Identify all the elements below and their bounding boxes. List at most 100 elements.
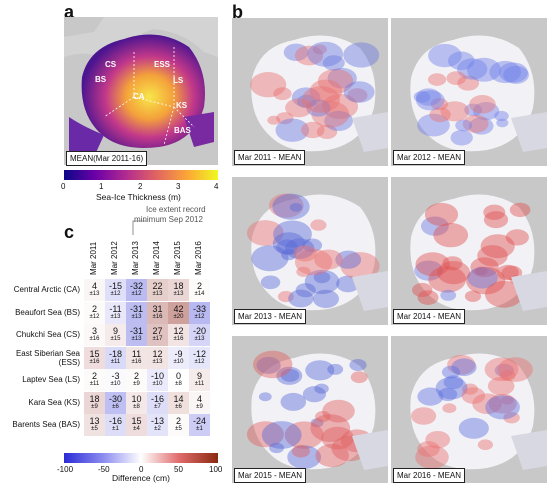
heatmap-row-label: Chukchi Sea (CS)	[15, 330, 80, 339]
heatmap-cell-value: 15	[131, 416, 142, 426]
heatmap-row-label: Central Arctic (CA)	[13, 285, 80, 294]
heatmap-cell-error: ±16	[152, 313, 163, 320]
heatmap-cell-error: ±7	[154, 403, 161, 410]
heatmap-cell-error: ±13	[194, 336, 205, 342]
heatmap-cell-value: 27	[152, 326, 163, 336]
heatmap-cell: 11 ±16	[126, 346, 147, 369]
heatmap-cell: 12 ±13	[147, 346, 168, 369]
anomaly-map-caption: Mar 2011 - MEAN	[234, 150, 306, 165]
heatmap-cell-value: 10	[131, 393, 142, 404]
anomaly-map-caption: Mar 2016 - MEAN	[393, 468, 466, 483]
heatmap-cell-error: ±1	[112, 426, 119, 432]
heatmap-cell-error: ±11	[110, 358, 121, 365]
region-label-ca: CA	[133, 92, 145, 101]
heatmap-cell: -16 ±1	[105, 414, 126, 436]
heatmap-cell-value: -33	[192, 303, 206, 314]
heatmap-cell-value: 4	[91, 281, 97, 291]
region-label-ess: ESS	[154, 60, 171, 69]
heatmap-cell: -31 ±13	[126, 301, 147, 324]
heatmap-cell-value: 12	[173, 326, 184, 336]
heatmap-cell: 0 ±8	[168, 369, 189, 391]
heatmap-cell: -9 ±10	[168, 346, 189, 369]
heatmap-cell-error: ±20	[173, 313, 184, 320]
heatmap-cell-value: 18	[89, 393, 100, 404]
heatmap-cell-value: -31	[129, 303, 143, 314]
heatmap-cell-error: ±12	[89, 313, 100, 320]
heatmap-column-label: Mar 2014	[152, 241, 161, 275]
heatmap-cell-error: ±13	[152, 291, 163, 297]
heatmap-cell: -10 ±10	[147, 369, 168, 391]
heatmap-column-label: Mar 2015	[173, 241, 182, 275]
heatmap-cell-error: ±16	[89, 336, 100, 342]
heatmap-cell-error: ±2	[154, 426, 161, 432]
heatmap-cell-error: ±8	[133, 403, 140, 410]
heatmap-cell-value: 4	[196, 393, 202, 404]
heatmap-row-label: East Siberian Sea (ESS)	[15, 348, 80, 367]
heatmap-cell-error: ±5	[91, 426, 98, 432]
difference-tick: 100	[209, 465, 223, 474]
heatmap-cell: 10 ±8	[126, 391, 147, 414]
region-label-cs: CS	[105, 60, 117, 69]
anomaly-map	[391, 18, 547, 166]
heatmap-cell-error: ±16	[173, 336, 184, 342]
thickness-colorbar	[64, 170, 218, 180]
thickness-tick: 1	[99, 182, 104, 191]
heatmap-cell-error: ±16	[131, 358, 142, 365]
anomaly-map	[232, 336, 388, 483]
heatmap-cell-error: ±8	[175, 381, 182, 387]
heatmap-cell: 12 ±16	[168, 324, 189, 346]
heatmap-cell-error: ±12	[110, 291, 121, 297]
thickness-tick: 4	[214, 182, 219, 191]
heatmap-cell-value: -10	[150, 371, 164, 381]
annotation-line1: Ice extent record	[146, 205, 206, 214]
heatmap-cell: 27 ±17	[147, 324, 168, 346]
thickness-tick: 0	[61, 182, 66, 191]
heatmap-cell: 2 ±9	[126, 369, 147, 391]
anomaly-map-caption: Mar 2012 - MEAN	[393, 150, 466, 165]
heatmap-cell-value: -24	[192, 416, 206, 426]
heatmap-cell-value: 2	[91, 371, 97, 381]
heatmap-cell-error: ±10	[152, 381, 163, 387]
heatmap-cell-error: ±9	[91, 403, 98, 410]
heatmap-cell: 18 ±13	[168, 279, 189, 301]
heatmap-cell-value: 18	[173, 281, 184, 291]
heatmap-cell-error: ±12	[131, 291, 142, 297]
heatmap-cell-value: 2	[133, 371, 139, 381]
heatmap-cell: 9 ±11	[189, 369, 210, 391]
heatmap-cell-value: 9	[112, 326, 118, 336]
heatmap-cell: 31 ±16	[147, 301, 168, 324]
heatmap-cell: -18 ±11	[105, 346, 126, 369]
heatmap-cell: -16 ±7	[147, 391, 168, 414]
heatmap-cell-value: 42	[173, 303, 184, 314]
heatmap-cell-error: ±11	[194, 381, 205, 387]
difference-tick: 50	[174, 465, 183, 474]
heatmap-cell-value: 14	[173, 393, 184, 404]
heatmap-cell-error: ±9	[133, 381, 140, 387]
anomaly-map-caption: Mar 2014 - MEAN	[393, 309, 466, 324]
heatmap-row-label: Laptev Sea (LS)	[22, 375, 80, 384]
anomaly-map	[391, 177, 547, 325]
heatmap-cell: 15 ±16	[84, 346, 105, 369]
heatmap-cell-error: ±12	[194, 313, 205, 320]
heatmap-cell-error: ±6	[175, 403, 182, 410]
heatmap-cell-error: ±10	[173, 358, 184, 365]
heatmap-cell-error: ±15	[110, 336, 121, 342]
heatmap-cell-error: ±1	[196, 426, 203, 432]
heatmap-cell: 42 ±20	[168, 301, 189, 324]
heatmap-cell-error: ±13	[152, 358, 163, 365]
heatmap-cell-value: 3	[91, 326, 97, 336]
heatmap-cell-error: ±5	[175, 426, 182, 432]
heatmap-cell: 18 ±9	[84, 391, 105, 414]
heatmap-cell-value: 12	[152, 348, 163, 359]
anomaly-map-caption: Mar 2013 - MEAN	[234, 309, 307, 324]
heatmap-cell-value: 9	[196, 371, 202, 381]
region-label-bs: BS	[95, 75, 107, 84]
heatmap-cell-value: -16	[150, 393, 164, 404]
heatmap-cell-value: 31	[152, 303, 163, 314]
heatmap-cell-value: -12	[192, 348, 206, 359]
heatmap-cell-value: -32	[129, 281, 143, 291]
difference-tick: 0	[139, 465, 144, 474]
region-label-bas: BAS	[174, 126, 191, 135]
heatmap-cell: -30 ±6	[105, 391, 126, 414]
heatmap-cell-error: ±13	[110, 313, 121, 320]
